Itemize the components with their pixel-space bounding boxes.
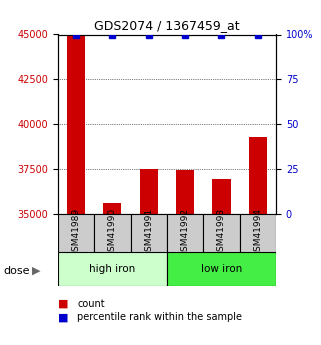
Text: low iron: low iron	[201, 264, 242, 274]
Text: GSM41994: GSM41994	[253, 208, 262, 257]
Text: count: count	[77, 299, 105, 308]
FancyBboxPatch shape	[167, 252, 276, 286]
Bar	[213, 179, 230, 214]
Text: GSM41989: GSM41989	[72, 208, 81, 257]
FancyBboxPatch shape	[240, 214, 276, 252]
Bar	[67, 36, 85, 214]
FancyBboxPatch shape	[131, 214, 167, 252]
Text: percentile rank within the sample: percentile rank within the sample	[77, 313, 242, 322]
Text: ■: ■	[58, 313, 68, 322]
FancyBboxPatch shape	[94, 214, 131, 252]
Bar	[103, 203, 121, 214]
Text: ▶: ▶	[32, 266, 40, 276]
Title: GDS2074 / 1367459_at: GDS2074 / 1367459_at	[94, 19, 240, 32]
Bar	[176, 170, 194, 214]
FancyBboxPatch shape	[58, 214, 94, 252]
Text: GSM41992: GSM41992	[181, 208, 190, 257]
Text: dose: dose	[3, 266, 30, 276]
Bar	[249, 137, 267, 214]
FancyBboxPatch shape	[167, 214, 203, 252]
Bar	[140, 169, 158, 214]
Text: high iron: high iron	[89, 264, 135, 274]
Text: GSM41991: GSM41991	[144, 208, 153, 257]
Text: GSM41990: GSM41990	[108, 208, 117, 257]
FancyBboxPatch shape	[203, 214, 240, 252]
FancyBboxPatch shape	[58, 252, 167, 286]
Text: ■: ■	[58, 299, 68, 308]
Text: GSM41993: GSM41993	[217, 208, 226, 257]
